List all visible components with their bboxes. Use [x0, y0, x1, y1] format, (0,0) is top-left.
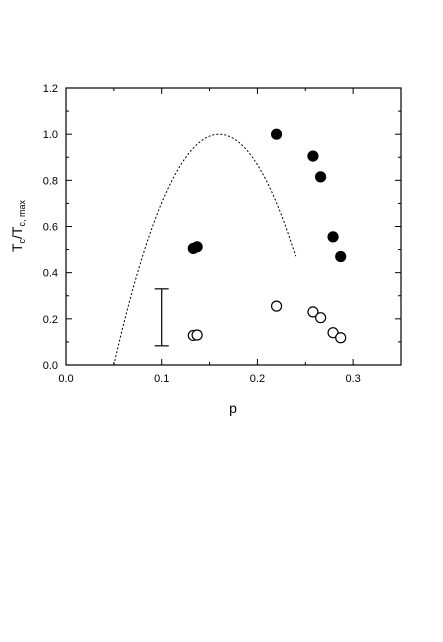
tick-labels: 0.0 0.1 0.2 0.3 0.0 0.2 0.4 0.6 0.8 1.0 1.2	[43, 83, 361, 385]
open-point	[307, 306, 319, 318]
filled-point	[335, 250, 347, 263]
y-label-main: T	[9, 243, 25, 252]
y-axis-label: Tc/Tc, max	[9, 199, 27, 252]
x-axis-label: p	[229, 400, 237, 416]
filled-point	[307, 150, 319, 162]
y-tick-label: 0.0	[43, 360, 58, 372]
filled-point	[191, 241, 203, 253]
open-point	[315, 312, 327, 324]
error-bar	[154, 288, 169, 347]
y-tick-label: 0.4	[43, 268, 58, 280]
filled-point	[327, 231, 339, 243]
y-label-sub2: c, max	[17, 199, 27, 226]
y-tick-label: 1.0	[43, 129, 58, 141]
dotted-curve	[113, 133, 297, 365]
x-tick-label: 0.2	[250, 373, 265, 385]
y-label-main2: /T	[9, 226, 25, 239]
x-tick-label: 0.0	[58, 373, 73, 385]
axis-ticks	[65, 87, 401, 366]
filled-point	[270, 128, 283, 140]
x-tick-label: 0.1	[154, 373, 169, 385]
y-tick-label: 1.2	[43, 83, 58, 95]
y-tick-label: 0.8	[43, 175, 58, 187]
plot-frame	[65, 87, 402, 366]
x-tick-label: 0.3	[345, 373, 360, 385]
open-point	[335, 332, 347, 344]
y-tick-label: 0.2	[43, 314, 58, 326]
filled-point	[315, 171, 327, 183]
data-points	[187, 128, 347, 344]
open-point	[327, 327, 339, 339]
y-tick-label: 0.6	[43, 222, 58, 234]
open-point	[191, 329, 203, 341]
open-point	[270, 300, 283, 312]
y-label-sub: c	[17, 238, 27, 243]
